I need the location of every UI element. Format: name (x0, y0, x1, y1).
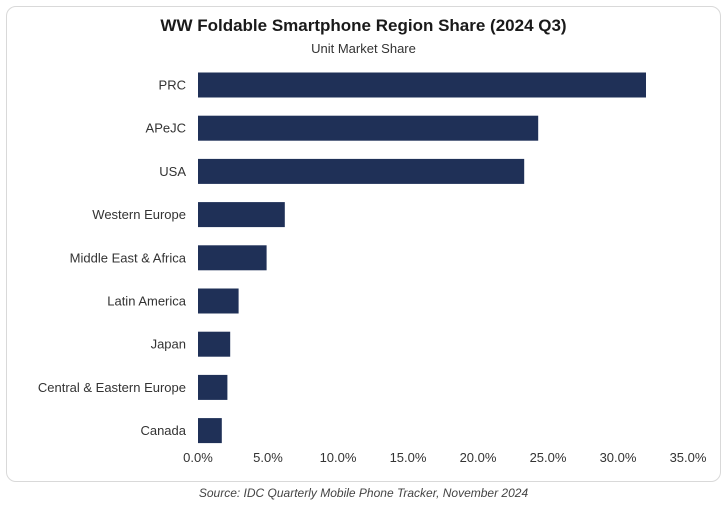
bar-japan (198, 331, 231, 357)
bar-chart: PRC APeJC USA Western Europe Middle East & A… (38, 72, 707, 465)
category-label-central-eastern-europe: Central & Eastern Europe (38, 380, 186, 395)
bar-apejc (198, 115, 539, 141)
bar-usa (198, 158, 525, 184)
category-label-latin-america: Latin America (107, 294, 187, 309)
bar-prc (198, 72, 646, 98)
x-tick-label: 5.0% (253, 450, 283, 465)
chart-title: WW Foldable Smartphone Region Share (202… (160, 16, 567, 35)
chart-subtitle: Unit Market Share (311, 41, 416, 56)
bar-latin-america (198, 288, 239, 314)
category-label-prc: PRC (159, 78, 186, 93)
category-label-middle-east-africa: Middle East & Africa (70, 250, 187, 265)
category-labels: PRC APeJC USA Western Europe Middle East & A… (38, 78, 187, 439)
category-label-japan: Japan (151, 337, 186, 352)
bar-western-europe (198, 202, 285, 228)
x-axis-tick-labels: 0.0% 5.0% 10.0% 15.0% 20.0% 25.0% 30.0% 35.0% (183, 450, 707, 465)
x-tick-label: 30.0% (600, 450, 637, 465)
x-tick-label: 25.0% (530, 450, 567, 465)
category-label-canada: Canada (140, 423, 186, 438)
category-label-apejc: APeJC (146, 121, 186, 136)
bars-layer (198, 72, 646, 444)
x-tick-label: 20.0% (460, 450, 497, 465)
x-tick-label: 0.0% (183, 450, 213, 465)
x-tick-label: 35.0% (670, 450, 707, 465)
bar-canada (198, 418, 222, 444)
category-label-western-europe: Western Europe (92, 207, 186, 222)
category-label-usa: USA (159, 164, 186, 179)
source-note: Source: IDC Quarterly Mobile Phone Track… (198, 486, 529, 500)
x-tick-label: 10.0% (320, 450, 357, 465)
bar-middle-east-africa (198, 245, 267, 271)
x-tick-label: 15.0% (390, 450, 427, 465)
bar-central-eastern-europe (198, 374, 228, 400)
